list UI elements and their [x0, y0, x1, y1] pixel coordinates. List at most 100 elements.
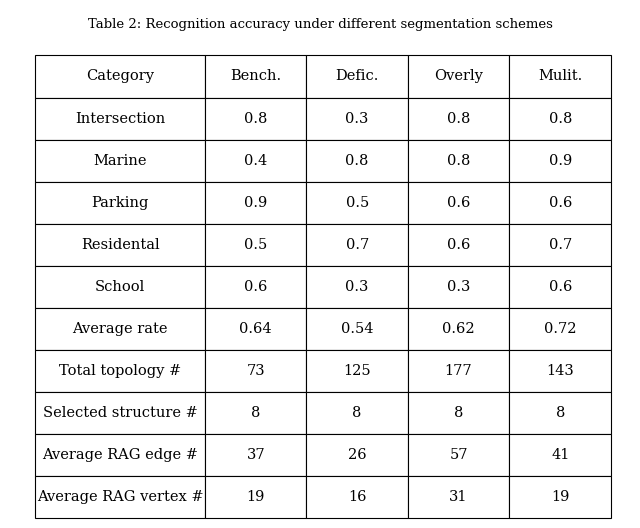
Bar: [509, 139, 611, 182]
Bar: [35, 224, 205, 266]
Bar: [307, 476, 408, 518]
Text: School: School: [95, 280, 145, 294]
Text: 0.3: 0.3: [346, 280, 369, 294]
Text: 0.6: 0.6: [447, 196, 470, 210]
Text: 37: 37: [246, 448, 265, 463]
Bar: [509, 266, 611, 308]
Bar: [408, 139, 509, 182]
Bar: [408, 308, 509, 350]
Text: 19: 19: [551, 491, 570, 504]
Text: 8: 8: [556, 406, 565, 420]
Bar: [408, 55, 509, 98]
Text: 0.72: 0.72: [544, 322, 577, 336]
Bar: [408, 98, 509, 139]
Text: 0.8: 0.8: [447, 111, 470, 126]
Text: Table 2: Recognition accuracy under different segmentation schemes: Table 2: Recognition accuracy under diff…: [88, 18, 552, 32]
Text: Overly: Overly: [434, 70, 483, 83]
Text: 57: 57: [449, 448, 468, 463]
Bar: [35, 98, 205, 139]
Bar: [509, 350, 611, 392]
Text: 143: 143: [547, 364, 574, 378]
Text: Bench.: Bench.: [230, 70, 282, 83]
Bar: [205, 476, 307, 518]
Bar: [35, 139, 205, 182]
Bar: [408, 182, 509, 224]
Text: Mulit.: Mulit.: [538, 70, 582, 83]
Bar: [307, 139, 408, 182]
Text: 0.6: 0.6: [447, 238, 470, 252]
Bar: [509, 392, 611, 435]
Text: 0.8: 0.8: [346, 154, 369, 168]
Bar: [307, 266, 408, 308]
Bar: [307, 350, 408, 392]
Bar: [205, 139, 307, 182]
Text: 16: 16: [348, 491, 367, 504]
Bar: [408, 476, 509, 518]
Bar: [205, 308, 307, 350]
Bar: [509, 476, 611, 518]
Bar: [205, 182, 307, 224]
Text: 0.5: 0.5: [346, 196, 369, 210]
Text: Average RAG edge #: Average RAG edge #: [42, 448, 198, 463]
Bar: [408, 435, 509, 476]
Text: Residental: Residental: [81, 238, 159, 252]
Bar: [307, 224, 408, 266]
Bar: [307, 308, 408, 350]
Text: Intersection: Intersection: [75, 111, 165, 126]
Text: 0.9: 0.9: [244, 196, 268, 210]
Text: 125: 125: [344, 364, 371, 378]
Bar: [509, 98, 611, 139]
Bar: [307, 182, 408, 224]
Bar: [205, 392, 307, 435]
Bar: [408, 392, 509, 435]
Bar: [205, 350, 307, 392]
Text: 0.6: 0.6: [548, 280, 572, 294]
Bar: [509, 182, 611, 224]
Text: 0.62: 0.62: [442, 322, 475, 336]
Bar: [35, 435, 205, 476]
Text: 0.8: 0.8: [548, 111, 572, 126]
Text: 0.5: 0.5: [244, 238, 268, 252]
Text: 41: 41: [551, 448, 570, 463]
Text: 0.8: 0.8: [447, 154, 470, 168]
Text: Defic.: Defic.: [335, 70, 379, 83]
Bar: [408, 224, 509, 266]
Bar: [205, 98, 307, 139]
Bar: [35, 182, 205, 224]
Bar: [307, 435, 408, 476]
Text: 8: 8: [251, 406, 260, 420]
Bar: [35, 350, 205, 392]
Bar: [509, 55, 611, 98]
Text: 0.8: 0.8: [244, 111, 268, 126]
Bar: [307, 98, 408, 139]
Bar: [35, 476, 205, 518]
Text: 19: 19: [246, 491, 265, 504]
Text: 0.4: 0.4: [244, 154, 268, 168]
Bar: [509, 308, 611, 350]
Text: Marine: Marine: [93, 154, 147, 168]
Text: 26: 26: [348, 448, 367, 463]
Text: 31: 31: [449, 491, 468, 504]
Text: Total topology #: Total topology #: [59, 364, 181, 378]
Text: Category: Category: [86, 70, 154, 83]
Text: 0.3: 0.3: [346, 111, 369, 126]
Text: 0.64: 0.64: [239, 322, 272, 336]
Text: Average rate: Average rate: [72, 322, 168, 336]
Bar: [35, 392, 205, 435]
Text: 0.9: 0.9: [548, 154, 572, 168]
Text: 0.7: 0.7: [548, 238, 572, 252]
Bar: [307, 55, 408, 98]
Bar: [35, 55, 205, 98]
Text: Parking: Parking: [92, 196, 149, 210]
Text: 73: 73: [246, 364, 265, 378]
Text: 0.3: 0.3: [447, 280, 470, 294]
Text: Selected structure #: Selected structure #: [43, 406, 198, 420]
Bar: [205, 55, 307, 98]
Text: 0.7: 0.7: [346, 238, 369, 252]
Bar: [509, 224, 611, 266]
Bar: [35, 308, 205, 350]
Text: 0.6: 0.6: [244, 280, 268, 294]
Bar: [35, 266, 205, 308]
Text: 0.6: 0.6: [548, 196, 572, 210]
Bar: [408, 350, 509, 392]
